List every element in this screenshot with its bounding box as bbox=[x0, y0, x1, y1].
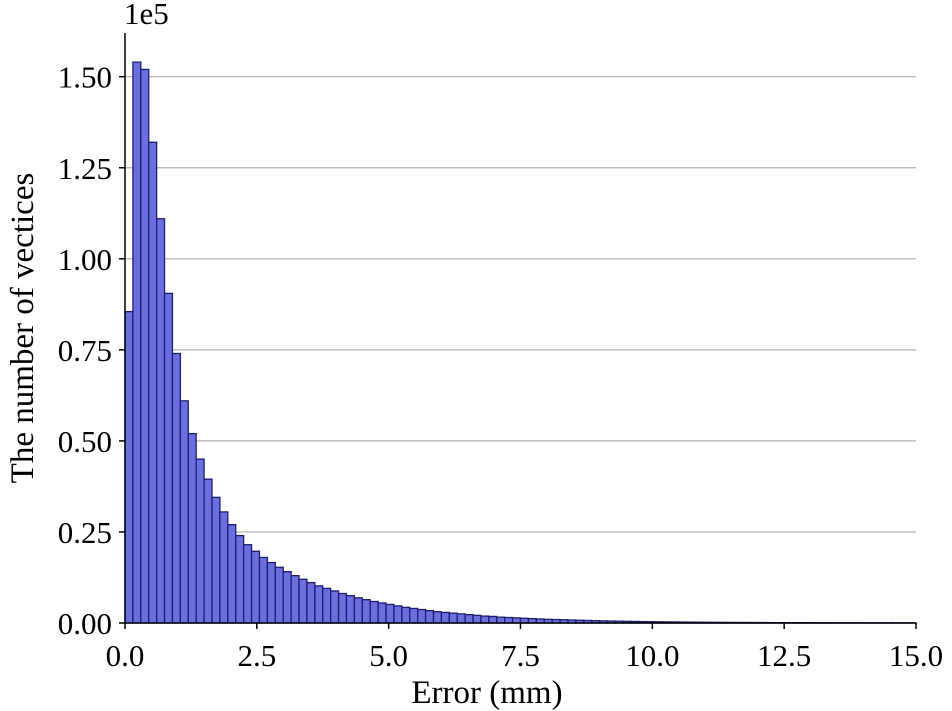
histogram-bar bbox=[235, 534, 245, 624]
histogram-bar bbox=[219, 511, 229, 624]
histogram-bar bbox=[227, 524, 237, 624]
histogram-bar bbox=[187, 432, 197, 624]
histogram-bar bbox=[274, 566, 284, 624]
histogram-bar bbox=[472, 614, 482, 624]
y-tick-label: 0.75 bbox=[58, 333, 112, 368]
x-tick-label: 5.0 bbox=[369, 638, 408, 673]
histogram-bar bbox=[448, 612, 458, 624]
histogram-bar bbox=[353, 597, 363, 624]
histogram-bar bbox=[163, 292, 174, 624]
x-tick-label: 0.0 bbox=[106, 638, 145, 673]
histogram-bar bbox=[242, 544, 253, 624]
histogram-bar bbox=[488, 615, 498, 624]
histogram-bar bbox=[504, 616, 514, 624]
histogram-bar bbox=[258, 556, 269, 624]
histogram-bar bbox=[456, 613, 466, 624]
histogram-bar bbox=[409, 607, 419, 624]
histogram-bar bbox=[337, 592, 348, 624]
y-tick-label: 1.50 bbox=[58, 60, 112, 95]
x-axis-label: Error (mm) bbox=[411, 675, 562, 711]
histogram-bar bbox=[298, 578, 308, 624]
histogram-bar bbox=[132, 61, 142, 624]
histogram-bar bbox=[511, 617, 522, 624]
histogram-bars bbox=[124, 61, 917, 624]
histogram-bar bbox=[385, 603, 395, 624]
x-tick-label: 2.5 bbox=[237, 638, 276, 673]
y-axis-label: The number of vectices bbox=[5, 173, 41, 484]
y-tick-label: 0.00 bbox=[58, 606, 112, 641]
y-tick-label: 1.00 bbox=[58, 242, 112, 277]
x-tick-label: 10.0 bbox=[625, 638, 679, 673]
histogram-bar bbox=[322, 587, 332, 624]
y-tick-label: 0.50 bbox=[58, 424, 112, 459]
histogram-bar bbox=[369, 600, 379, 624]
histogram-bar bbox=[148, 141, 158, 624]
histogram-bar bbox=[330, 590, 340, 624]
histogram-bar bbox=[211, 496, 221, 624]
x-tick-label: 12.5 bbox=[757, 638, 811, 673]
histogram-bar bbox=[377, 602, 387, 624]
histogram-bar bbox=[361, 599, 371, 624]
histogram-bar bbox=[179, 400, 189, 624]
histogram-bar bbox=[440, 611, 450, 624]
histogram-bar bbox=[171, 352, 182, 624]
histogram-bar bbox=[140, 68, 150, 624]
x-tick-label: 7.5 bbox=[501, 638, 540, 673]
histogram-bar bbox=[432, 611, 443, 624]
histogram-bar bbox=[345, 595, 356, 624]
histogram-bar bbox=[393, 605, 403, 624]
histogram-bar bbox=[250, 550, 261, 624]
histogram-bar bbox=[155, 218, 166, 624]
histogram-bar bbox=[464, 613, 474, 624]
histogram-bar bbox=[496, 616, 506, 624]
histogram-bar bbox=[401, 606, 411, 624]
histogram-bar bbox=[417, 608, 427, 624]
histogram-bar bbox=[306, 581, 316, 624]
histogram-bar bbox=[314, 585, 324, 624]
grid-lines bbox=[125, 76, 916, 533]
histogram-bar bbox=[203, 478, 213, 624]
histogram-bar bbox=[124, 310, 134, 624]
axes bbox=[124, 33, 916, 624]
x-tick-label: 15.0 bbox=[889, 638, 943, 673]
histogram-bar bbox=[480, 615, 490, 624]
x-axis-ticks: 0.0 2.5 5.0 7.5 10.0 12.5 15.0 bbox=[106, 623, 943, 673]
histogram-bar bbox=[282, 570, 292, 624]
y-tick-label: 1.25 bbox=[58, 151, 112, 186]
histogram-bar bbox=[195, 458, 205, 624]
histogram-bar bbox=[424, 609, 435, 624]
y-axis-ticks: 0.00 0.25 0.50 0.75 1.00 1.25 1.50 bbox=[58, 60, 125, 641]
y-axis-multiplier: 1e5 bbox=[124, 0, 169, 31]
y-tick-label: 0.25 bbox=[58, 515, 112, 550]
histogram-bar bbox=[290, 575, 300, 624]
histogram-bar bbox=[266, 561, 276, 624]
